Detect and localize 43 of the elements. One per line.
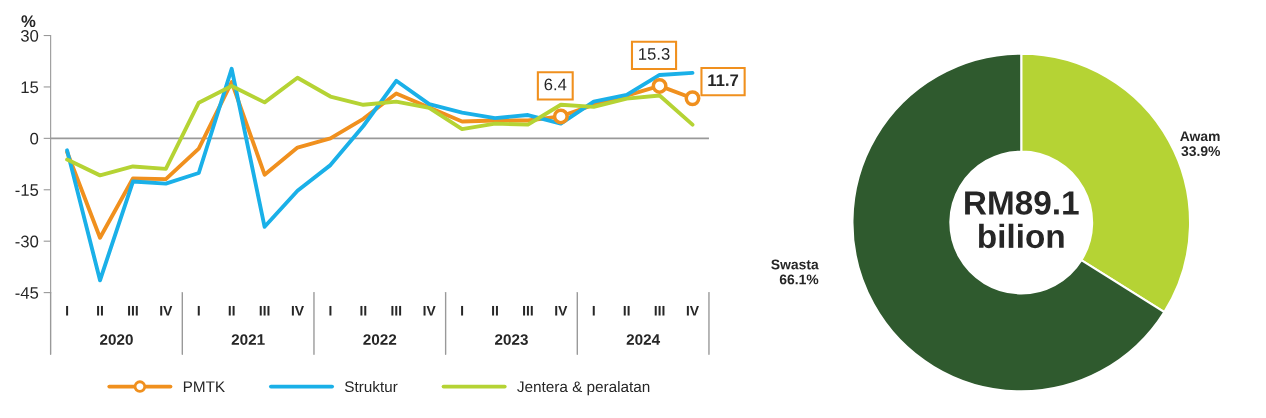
x-tick-label: I [66, 305, 69, 316]
x-tick-label: III [654, 305, 665, 316]
y-tick-label: 30 [20, 29, 39, 42]
y-tick-label: -30 [15, 235, 39, 248]
legend-label: Struktur [344, 380, 398, 393]
y-tick-label: 0 [30, 132, 39, 145]
text: RM89.1 bilion [965, 191, 1079, 249]
slice-label: Swasta [771, 259, 819, 270]
legend-label: PMTK [183, 381, 225, 392]
x-tick-label: I [461, 305, 464, 316]
x-tick-label: I [592, 305, 595, 316]
x-tick-label: IV [555, 305, 568, 316]
y-tick-label: 15 [21, 81, 39, 94]
data-label: 33.9% [1181, 146, 1221, 157]
legend-label: Jentera & peralatan [517, 380, 650, 396]
data-label: 15.3 [639, 48, 670, 60]
text: 2021 [231, 334, 265, 345]
x-tick-label: IV [686, 305, 699, 316]
x-tick-label: II [97, 305, 103, 316]
slice-label: Awam [1180, 131, 1220, 142]
text: 2020 [100, 334, 133, 345]
x-tick-label: IV [291, 305, 304, 316]
x-tick-label: IV [160, 305, 173, 316]
x-tick-label: I [329, 305, 332, 316]
x-tick-label: II [228, 305, 235, 316]
x-tick-label: II [623, 305, 630, 316]
x-tick-label: III [391, 305, 402, 316]
y-tick-label: -45 [15, 287, 39, 299]
data-label: 11.7 [708, 74, 739, 86]
data-label: 66.1% [779, 274, 819, 285]
text: 2023 [495, 334, 528, 345]
x-tick-label: II [492, 305, 498, 316]
y-tick-label: -15 [15, 184, 39, 196]
y-axis-title: % [21, 15, 36, 28]
x-tick-label: IV [423, 305, 436, 316]
x-tick-label: II [360, 305, 367, 316]
x-tick-label: III [523, 305, 533, 316]
x-tick-label: III [259, 305, 270, 316]
data-label: 6.4 [544, 78, 567, 91]
x-tick-label: I [197, 305, 200, 316]
x-tick-label: III [128, 305, 138, 316]
text: 2024 [626, 334, 661, 345]
text: 2022 [363, 334, 397, 345]
